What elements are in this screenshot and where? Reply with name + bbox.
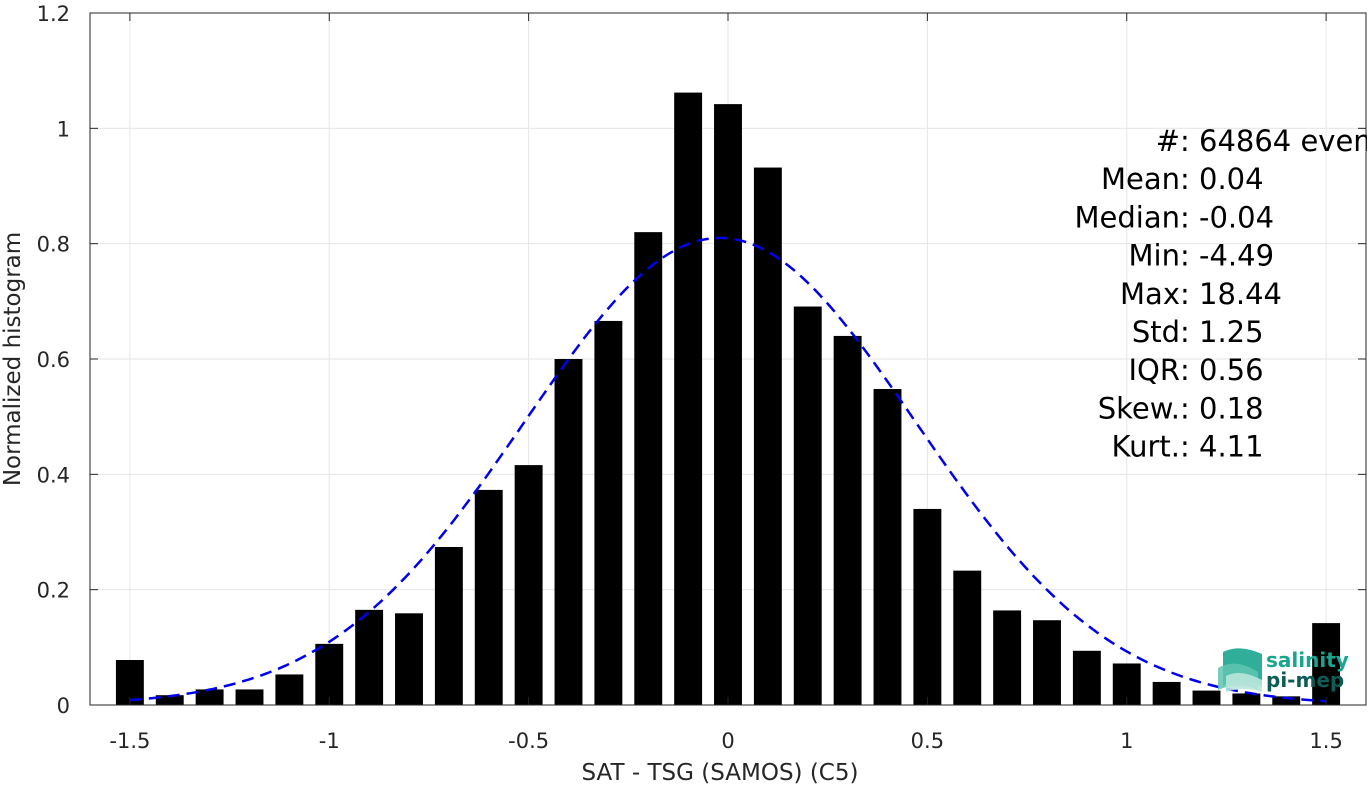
histogram-bar [793,306,822,705]
x-tick-label: 1.5 [1309,729,1342,753]
histogram-bar [953,570,982,705]
y-tick-label: 0.6 [37,348,70,372]
histogram-bar [594,320,623,705]
histogram-bar [514,465,543,705]
histogram-bar [873,388,902,705]
histogram-bar [1033,620,1061,705]
stat-value: : -4.49 [1180,239,1274,273]
stat-value: : 0.04 [1180,162,1264,196]
stat-label: Max [1120,277,1180,311]
logo-wave-icon [1218,648,1262,692]
histogram-bar [1152,681,1181,705]
stat-value: : 64864 events [1180,124,1367,158]
x-tick-label: 0.5 [911,729,944,753]
stat-value: : 18.44 [1180,277,1282,311]
histogram-bar [554,359,583,705]
histogram-bar [1312,623,1341,705]
stat-label: Skew. [1098,391,1180,425]
histogram-bar [155,695,184,705]
x-tick-label: -1.5 [109,729,150,753]
x-axis-title: SAT - TSG (SAMOS) (C5) [582,760,859,785]
stat-label: Mean [1101,162,1180,196]
histogram-bar [1272,696,1301,705]
stat-label: Kurt. [1112,430,1180,464]
stat-value: : 4.11 [1180,430,1264,464]
histogram-bars [115,92,1341,706]
y-tick-label: 1 [57,117,70,141]
x-tick-label: 0 [721,729,734,753]
y-tick-label: 0 [57,694,70,718]
stat-value: : 0.18 [1180,391,1264,425]
x-tick-labels: -1.5 -1 -0.5 0 0.5 1 1.5 [109,729,1342,753]
x-tick-label: -0.5 [508,729,549,753]
normal-fit-curve [129,236,1327,703]
stat-value: : 1.25 [1180,315,1264,349]
histogram-bar [674,92,703,705]
histogram-bar [195,689,224,705]
stat-label: IQR [1128,353,1180,387]
y-axis-title: Normalized histogram [0,232,26,486]
histogram-bar [913,508,942,705]
stat-value: : -0.04 [1180,200,1274,234]
y-tick-label: 0.2 [37,579,70,603]
stat-value: : 0.56 [1180,353,1264,387]
histogram-bar [1232,693,1261,705]
histogram-bar [275,674,304,705]
histogram-bar [355,609,384,705]
histogram-bar [434,546,463,705]
histogram-bar [1072,650,1101,705]
y-tick-label: 0.4 [37,463,70,487]
histogram-bar [1192,690,1221,705]
logo-line2: pi-mep [1266,668,1344,692]
stat-label: Std [1132,315,1180,349]
x-tick-label: 1 [1120,729,1133,753]
histogram-bar [634,232,663,705]
histogram-bar [714,104,742,705]
logo-line1: salinity [1266,648,1349,672]
histogram-bar [315,643,344,705]
histogram-bar [833,335,862,705]
histogram-bar [474,489,503,705]
histogram-bar [753,167,782,706]
stat-label: Median [1075,200,1180,234]
stat-label: Min [1129,239,1180,273]
salinity-pi-mep-logo: salinity pi-mep [1218,648,1349,692]
axis-ticks [90,12,1366,706]
stat-label: # [1156,124,1180,158]
histogram-bar [395,613,423,705]
histogram-bar [993,610,1022,705]
y-tick-label: 1.2 [37,2,70,26]
x-tick-label: -1 [319,729,340,753]
histogram-bar [235,689,264,705]
y-tick-labels: 0 0.2 0.4 0.6 0.8 1 1.2 [37,2,70,718]
y-tick-label: 0.8 [37,233,70,257]
